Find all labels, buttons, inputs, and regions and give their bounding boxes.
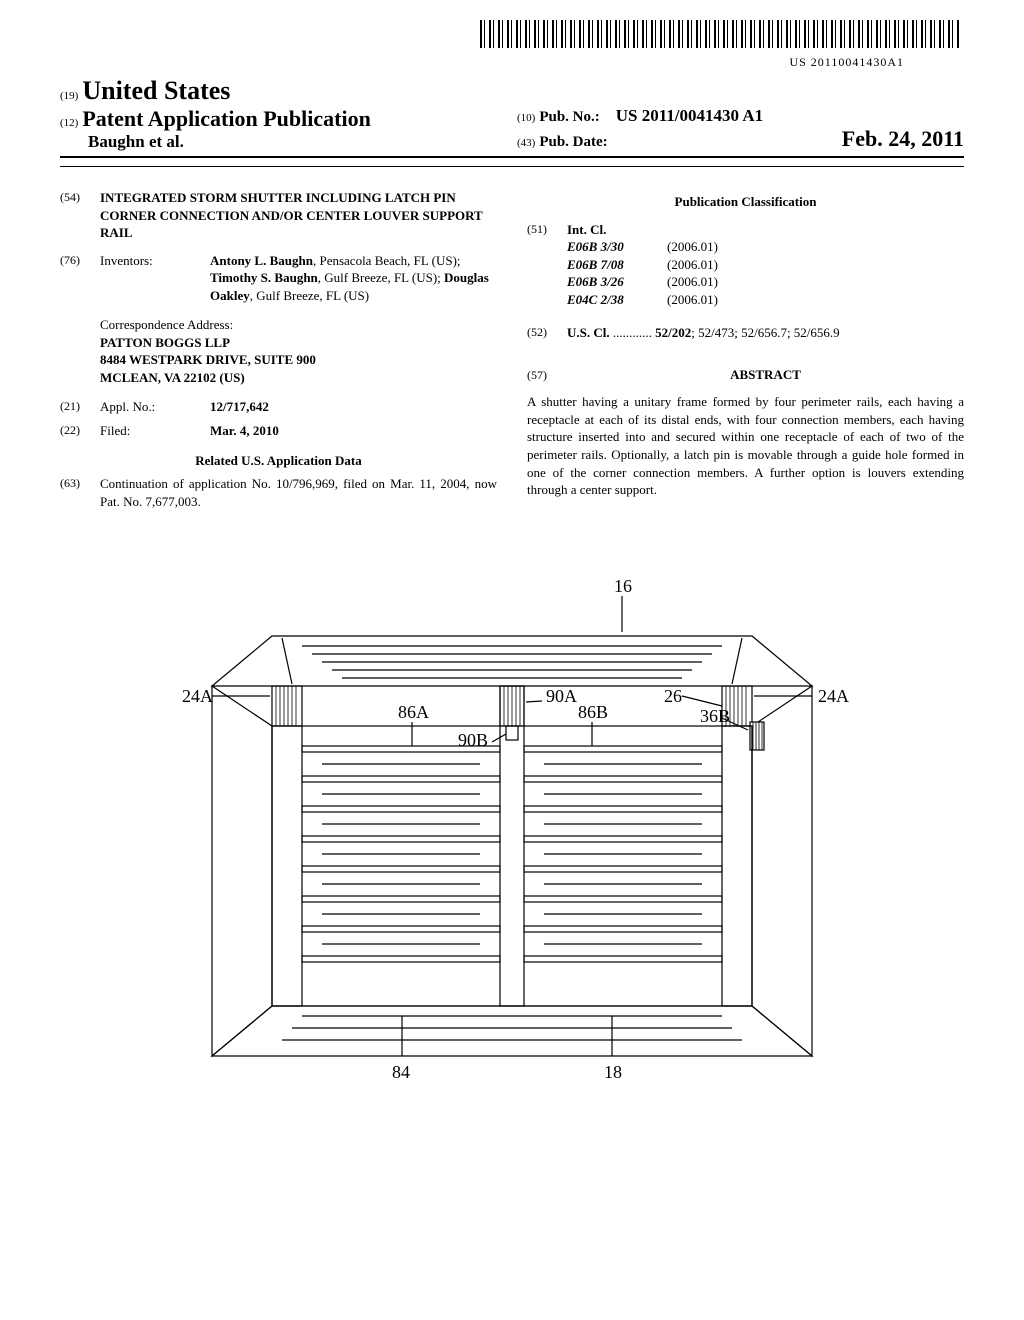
left-column: (54) INTEGRATED STORM SHUTTER INCLUDING … bbox=[60, 183, 497, 516]
related-text: Continuation of application No. 10/796,9… bbox=[100, 475, 497, 510]
authors-short: Baughn et al. bbox=[88, 132, 184, 151]
abstract-head: ABSTRACT bbox=[567, 366, 964, 384]
intcl-year-1: (2006.01) bbox=[667, 256, 718, 274]
applno-num: (21) bbox=[60, 398, 100, 416]
related-head: Related U.S. Application Data bbox=[60, 452, 497, 470]
filed-num: (22) bbox=[60, 422, 100, 440]
fig-label-18: 18 bbox=[604, 1062, 622, 1082]
inventors-label: Inventors: bbox=[100, 252, 210, 305]
intcl-code-2: E06B 3/26 bbox=[567, 273, 667, 291]
uscl-dots: ............ bbox=[610, 325, 656, 340]
intcl-code-1: E06B 7/08 bbox=[567, 256, 667, 274]
fig-label-16: 16 bbox=[614, 576, 632, 596]
correspondence-addr1: 8484 WESTPARK DRIVE, SUITE 900 bbox=[100, 351, 497, 369]
doc-type: Patent Application Publication bbox=[82, 106, 370, 131]
intcl-year-2: (2006.01) bbox=[667, 273, 718, 291]
pubdate-label: Pub. Date: bbox=[539, 134, 607, 150]
applno-label: Appl. No.: bbox=[100, 398, 210, 416]
fig-label-86A: 86A bbox=[398, 702, 429, 722]
uscl-num: (52) bbox=[527, 324, 567, 342]
intcl-num: (51) bbox=[527, 221, 567, 239]
intcl-label: Int. Cl. bbox=[567, 221, 964, 239]
related-num: (63) bbox=[60, 475, 100, 510]
intcl-row-2: E06B 3/26 (2006.01) bbox=[527, 273, 964, 291]
inventor-2-name: Timothy S. Baughn bbox=[210, 270, 318, 285]
shutter-drawing: 16 24A 24A 26 36B 86A 86B 90A 90B 84 18 bbox=[152, 546, 872, 1106]
intcl-row-1: E06B 7/08 (2006.01) bbox=[527, 256, 964, 274]
intcl-code-0: E06B 3/30 bbox=[567, 238, 667, 256]
inventor-1-name: Antony L. Baughn bbox=[210, 253, 313, 268]
correspondence-name: PATTON BOGGS LLP bbox=[100, 334, 497, 352]
uscl-label: U.S. Cl. bbox=[567, 325, 610, 340]
filed-label: Filed: bbox=[100, 422, 210, 440]
filed-date: Mar. 4, 2010 bbox=[210, 422, 497, 440]
fig-label-24A-right: 24A bbox=[818, 686, 849, 706]
appl-number: 12/717,642 bbox=[210, 398, 497, 416]
fig-label-84: 84 bbox=[392, 1062, 410, 1082]
figure: 16 24A 24A 26 36B 86A 86B 90A 90B 84 18 bbox=[60, 546, 964, 1111]
header: (19) United States (12) Patent Applicati… bbox=[60, 76, 964, 158]
fig-label-36B: 36B bbox=[700, 706, 730, 726]
title-num: (54) bbox=[60, 189, 100, 242]
type-num: (12) bbox=[60, 117, 78, 129]
inventors-list: Antony L. Baughn, Pensacola Beach, FL (U… bbox=[210, 252, 497, 305]
abstract-num: (57) bbox=[527, 367, 567, 383]
intcl-row-0: E06B 3/30 (2006.01) bbox=[527, 238, 964, 256]
inventor-1-loc: , Pensacola Beach, FL (US); bbox=[313, 253, 461, 268]
intcl-code-3: E04C 2/38 bbox=[567, 291, 667, 309]
country-num: (19) bbox=[60, 90, 78, 102]
right-column: Publication Classification (51) Int. Cl.… bbox=[527, 183, 964, 516]
biblio-columns: (54) INTEGRATED STORM SHUTTER INCLUDING … bbox=[60, 183, 964, 516]
fig-label-24A-left: 24A bbox=[182, 686, 213, 706]
fig-label-26: 26 bbox=[664, 686, 682, 706]
inventor-2-loc: , Gulf Breeze, FL (US); bbox=[318, 270, 444, 285]
pubdate-num: (43) bbox=[517, 137, 535, 149]
country-name: United States bbox=[82, 76, 230, 105]
pubno-num: (10) bbox=[517, 112, 535, 124]
uscl-line: U.S. Cl. ............ 52/202; 52/473; 52… bbox=[567, 324, 964, 342]
pubno-label: Pub. No.: bbox=[539, 109, 599, 125]
pub-number: US 2011/0041430 A1 bbox=[616, 106, 763, 125]
pubclass-head: Publication Classification bbox=[527, 193, 964, 211]
pub-date: Feb. 24, 2011 bbox=[842, 126, 964, 152]
intcl-row-3: E04C 2/38 (2006.01) bbox=[527, 291, 964, 309]
inventor-3-loc: , Gulf Breeze, FL (US) bbox=[250, 288, 369, 303]
barcode-block: US 20110041430A1 bbox=[60, 20, 964, 70]
barcode-number: US 20110041430A1 bbox=[60, 55, 904, 70]
invention-title: INTEGRATED STORM SHUTTER INCLUDING LATCH… bbox=[100, 189, 497, 242]
barcode bbox=[480, 20, 960, 48]
fig-label-86B: 86B bbox=[578, 702, 608, 722]
correspondence-label: Correspondence Address: bbox=[100, 316, 497, 334]
intcl-year-0: (2006.01) bbox=[667, 238, 718, 256]
uscl-main: 52/202 bbox=[655, 325, 691, 340]
correspondence-addr2: MCLEAN, VA 22102 (US) bbox=[100, 369, 497, 387]
uscl-rest: ; 52/473; 52/656.7; 52/656.9 bbox=[691, 325, 839, 340]
fig-label-90B: 90B bbox=[458, 730, 488, 750]
abstract-text: A shutter having a unitary frame formed … bbox=[527, 393, 964, 498]
inventors-num: (76) bbox=[60, 252, 100, 305]
intcl-year-3: (2006.01) bbox=[667, 291, 718, 309]
fig-label-90A: 90A bbox=[546, 686, 577, 706]
